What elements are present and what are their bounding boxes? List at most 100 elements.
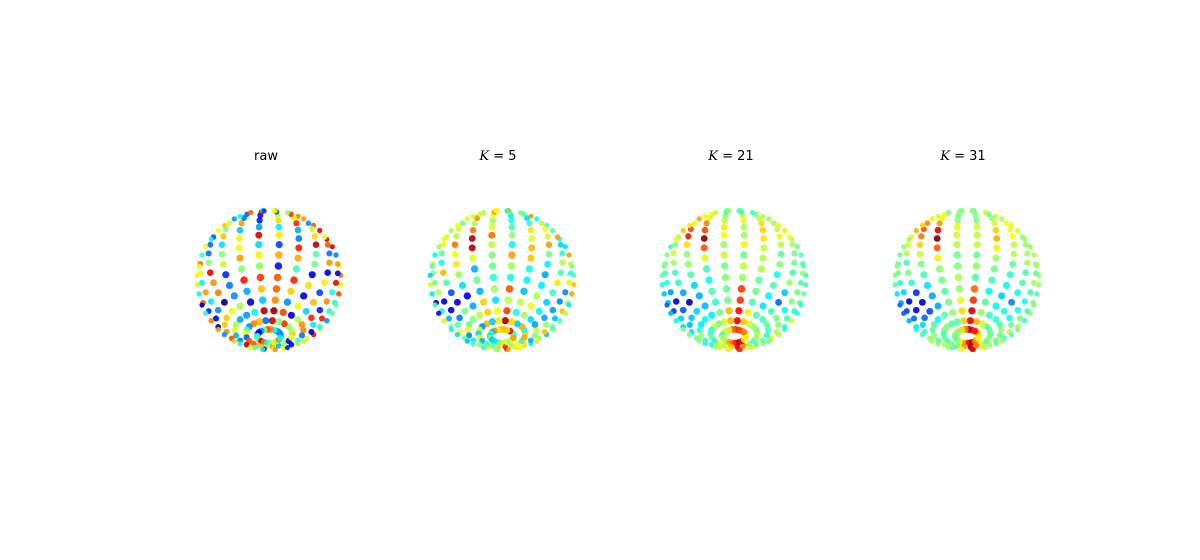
point-cloud-dot: [493, 307, 501, 315]
point-cloud-dot: [562, 244, 568, 250]
point-cloud-dot: [284, 344, 291, 351]
point-cloud-dot: [776, 233, 783, 240]
point-cloud-dot: [273, 273, 282, 282]
point-cloud-dot: [752, 311, 760, 319]
point-cloud-dot: [292, 265, 301, 273]
point-cloud-dot: [695, 292, 703, 300]
point-cloud-dot: [946, 209, 952, 216]
point-cloud-dot: [736, 208, 742, 214]
point-cloud-dot: [508, 223, 516, 231]
point-cloud-dot: [903, 250, 910, 257]
point-cloud-dot: [992, 316, 1000, 323]
point-cloud-dot: [270, 307, 278, 315]
point-cloud-dot: [275, 251, 283, 259]
point-cloud-dot: [659, 282, 665, 288]
point-cloud-dot: [488, 231, 496, 239]
point-cloud-dot: [920, 271, 928, 279]
point-cloud-dot: [696, 338, 702, 344]
point-cloud-dot: [317, 227, 323, 234]
point-cloud-dot: [287, 287, 295, 296]
point-cloud-dot: [791, 259, 798, 266]
point-cloud-dot: [798, 252, 804, 258]
point-cloud-dot: [488, 251, 496, 259]
point-cloud-dot: [312, 250, 320, 258]
point-cloud-dot: [469, 316, 477, 323]
point-cloud-dot: [205, 259, 212, 266]
point-cloud-dot: [1000, 307, 1008, 315]
point-cloud-dot: [975, 334, 982, 342]
point-cloud-dot: [435, 289, 442, 296]
point-cloud-dot: [438, 259, 445, 266]
panel-k21: K = 21: [659, 149, 809, 353]
point-cloud-dot: [469, 254, 477, 262]
point-cloud-dot: [901, 244, 907, 250]
point-cloud-dot: [321, 279, 328, 287]
point-cloud-dot: [275, 223, 283, 231]
point-cloud-dot: [684, 260, 692, 268]
point-cloud-dot: [720, 223, 728, 231]
point-cloud-dot: [230, 292, 238, 300]
point-cloud-dot: [949, 308, 957, 317]
point-cloud-dot: [919, 331, 926, 338]
point-cloud-dot: [324, 317, 330, 324]
point-cloud-dot: [1008, 298, 1016, 306]
point-cloud-dot: [527, 226, 535, 234]
point-cloud-dot: [470, 265, 479, 273]
point-cloud-dot: [194, 272, 200, 278]
point-cloud-dot: [489, 217, 496, 224]
point-cloud-dot: [760, 244, 768, 252]
point-cloud-dot: [448, 326, 454, 333]
point-cloud-dot: [738, 273, 747, 282]
point-cloud-dot: [569, 291, 575, 297]
point-cloud-dot: [992, 226, 1000, 234]
point-cloud-dot: [901, 310, 907, 316]
point-cloud-dot: [465, 321, 473, 328]
point-cloud-dot: [673, 236, 679, 242]
point-cloud-dot: [261, 208, 267, 214]
point-cloud-dot: [752, 287, 760, 296]
point-cloud-dot: [507, 262, 516, 270]
point-cloud-dot: [243, 311, 251, 319]
point-cloud-dot: [740, 223, 748, 231]
point-cloud-dot: [207, 241, 214, 248]
point-cloud-dot: [473, 276, 481, 284]
panel-k31: K = 31: [892, 149, 1042, 353]
point-cloud-dot: [998, 326, 1005, 334]
point-cloud-dot: [677, 315, 685, 322]
point-cloud-dot: [308, 271, 316, 279]
point-cloud-dot: [1024, 259, 1031, 266]
point-cloud-dot: [256, 273, 265, 282]
point-cloud-dot: [763, 321, 771, 328]
point-cloud-dot: [740, 318, 748, 326]
point-cloud-dot: [488, 223, 496, 231]
point-cloud-dot: [466, 332, 473, 339]
point-cloud-dot: [207, 298, 215, 305]
point-cloud-dot: [1002, 281, 1011, 289]
point-cloud-dot: [735, 307, 743, 315]
point-cloud-dot: [220, 233, 227, 240]
point-cloud-dot: [953, 318, 961, 326]
point-cloud-dot: [324, 241, 331, 248]
point-cloud-dot: [295, 235, 303, 242]
point-cloud-dot: [766, 216, 772, 222]
point-cloud-dot: [231, 326, 238, 334]
point-cloud-dot: [508, 318, 516, 326]
point-cloud-dot: [212, 315, 220, 322]
point-cloud-dot: [235, 244, 243, 252]
point-cloud-dot: [686, 222, 693, 228]
point-cloud-dot: [445, 315, 453, 322]
point-cloud-dot: [202, 289, 209, 296]
point-cloud-dot: [438, 250, 445, 257]
point-cloud-dot: [236, 316, 244, 323]
point-cloud-dot: [321, 234, 328, 240]
point-cloud-dot: [736, 296, 745, 304]
point-cloud-dot: [966, 317, 974, 325]
point-cloud-dot: [503, 307, 511, 315]
point-cloud-dot: [508, 240, 516, 249]
point-cloud-dot: [464, 326, 471, 334]
point-cloud-dot: [935, 213, 941, 219]
point-cloud-dot: [794, 289, 801, 296]
point-cloud-dot: [214, 306, 222, 314]
point-cloud-dot: [508, 231, 516, 239]
